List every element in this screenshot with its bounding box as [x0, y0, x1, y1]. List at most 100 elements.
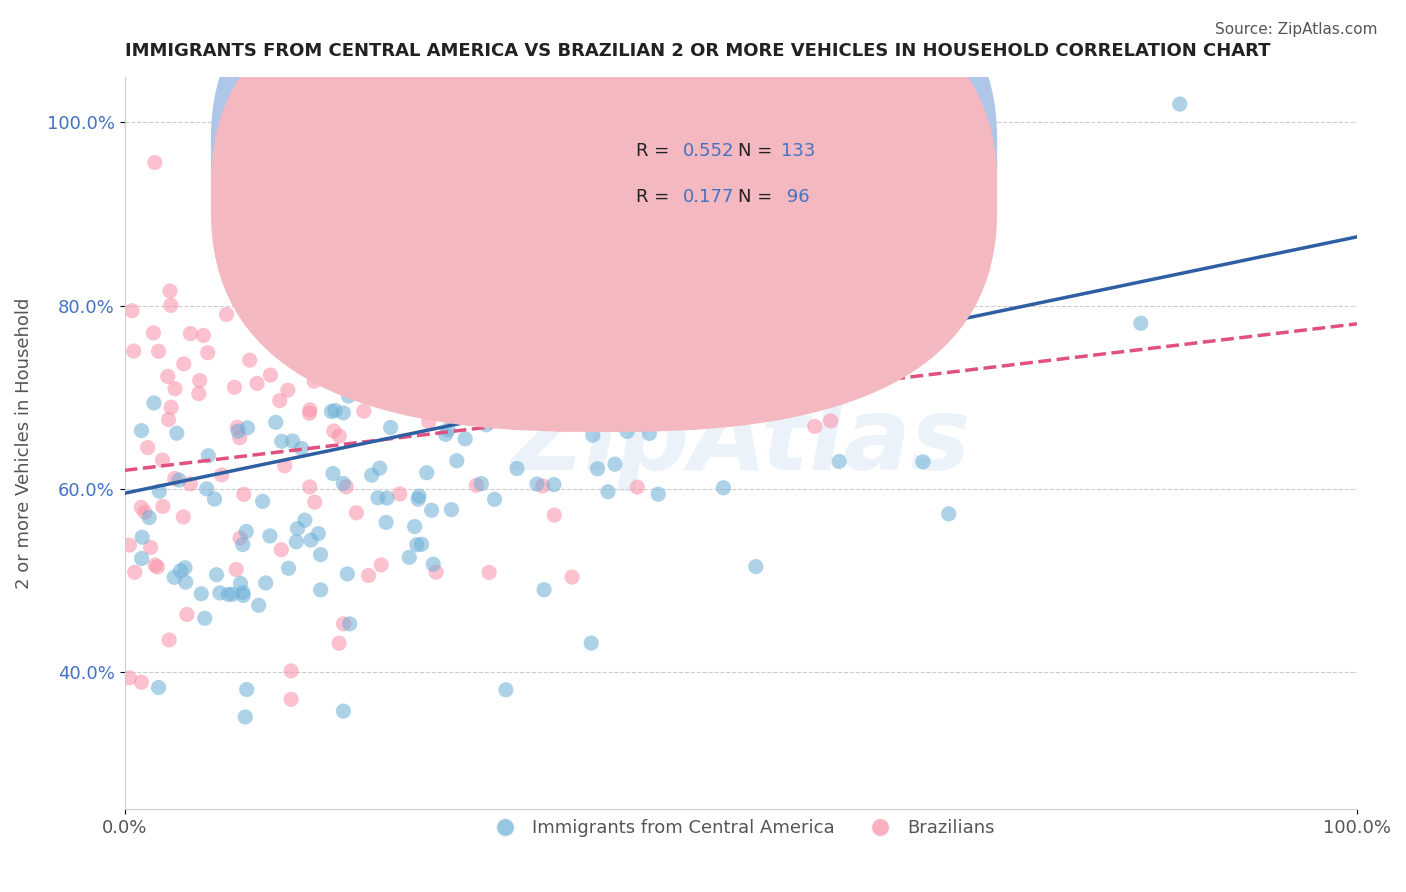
Point	[233, 710, 256, 724]
Point	[576, 294, 599, 309]
Point	[129, 500, 152, 515]
Point	[512, 408, 534, 422]
Point	[242, 287, 264, 301]
Point	[401, 272, 423, 286]
Point	[298, 480, 321, 494]
Point	[461, 366, 484, 380]
Point	[148, 344, 170, 359]
Point	[328, 636, 350, 650]
Point	[624, 385, 647, 400]
Point	[630, 295, 652, 310]
Point	[118, 671, 141, 685]
Point	[179, 326, 201, 341]
Point	[131, 424, 153, 438]
Point	[224, 380, 246, 394]
Point	[484, 399, 506, 413]
Point	[197, 345, 219, 359]
Point	[813, 347, 835, 361]
Y-axis label: 2 or more Vehicles in Household: 2 or more Vehicles in Household	[15, 297, 32, 589]
Point	[586, 462, 609, 476]
Point	[287, 522, 309, 536]
Point	[304, 495, 326, 509]
Point	[232, 538, 254, 552]
Point	[172, 509, 194, 524]
Point	[321, 404, 343, 418]
Point	[124, 566, 146, 580]
Point	[416, 466, 439, 480]
Point	[211, 467, 233, 482]
Point	[446, 454, 468, 468]
Point	[506, 461, 529, 475]
Point	[1129, 316, 1152, 330]
Point	[225, 562, 247, 576]
Point	[562, 378, 585, 392]
Point	[425, 228, 447, 243]
Point	[285, 534, 308, 549]
Point	[157, 412, 180, 426]
Text: 0.177: 0.177	[683, 188, 734, 206]
Point	[728, 348, 751, 362]
Point	[360, 468, 382, 483]
Point	[682, 381, 704, 395]
Point	[546, 284, 568, 298]
Point	[1168, 97, 1191, 112]
Point	[533, 582, 555, 597]
Point	[249, 315, 271, 329]
Point	[475, 278, 498, 293]
Point	[508, 381, 530, 395]
Point	[221, 587, 243, 601]
Point	[167, 473, 190, 487]
Point	[298, 406, 321, 420]
Point	[897, 221, 920, 235]
Point	[411, 537, 433, 551]
Point	[382, 847, 405, 862]
Point	[259, 368, 281, 383]
Point	[357, 568, 380, 582]
Point	[215, 308, 238, 322]
Point	[737, 308, 759, 322]
Point	[470, 476, 492, 491]
Point	[543, 477, 565, 491]
Point	[803, 419, 825, 434]
Point	[337, 260, 360, 274]
Point	[323, 403, 346, 417]
Point	[474, 289, 496, 303]
Point	[475, 417, 498, 432]
Point	[398, 550, 420, 565]
Point	[911, 455, 934, 469]
Point	[380, 420, 402, 434]
Point	[484, 492, 506, 507]
Point	[235, 682, 257, 697]
Point	[603, 457, 626, 471]
Point	[148, 484, 170, 499]
Point	[152, 500, 174, 514]
Point	[169, 564, 191, 578]
Point	[179, 476, 201, 491]
Point	[143, 558, 166, 572]
Point	[820, 414, 842, 428]
Point	[254, 576, 277, 591]
Point	[477, 222, 499, 236]
Point	[395, 342, 418, 356]
Point	[441, 410, 464, 425]
Point	[142, 396, 165, 410]
Point	[163, 382, 186, 396]
Point	[520, 337, 543, 351]
Point	[159, 284, 181, 298]
Point	[647, 487, 669, 501]
Point	[550, 417, 572, 432]
Point	[322, 424, 344, 438]
Point	[322, 467, 344, 481]
Point	[484, 307, 506, 321]
Text: 0.552: 0.552	[683, 143, 734, 161]
Point	[626, 480, 648, 494]
Point	[280, 664, 302, 678]
Point	[232, 585, 254, 599]
Point	[828, 454, 851, 468]
Point	[229, 576, 252, 591]
Point	[131, 551, 153, 566]
Point	[188, 374, 211, 388]
Point	[277, 561, 299, 575]
Point	[896, 164, 918, 178]
Point	[194, 611, 217, 625]
